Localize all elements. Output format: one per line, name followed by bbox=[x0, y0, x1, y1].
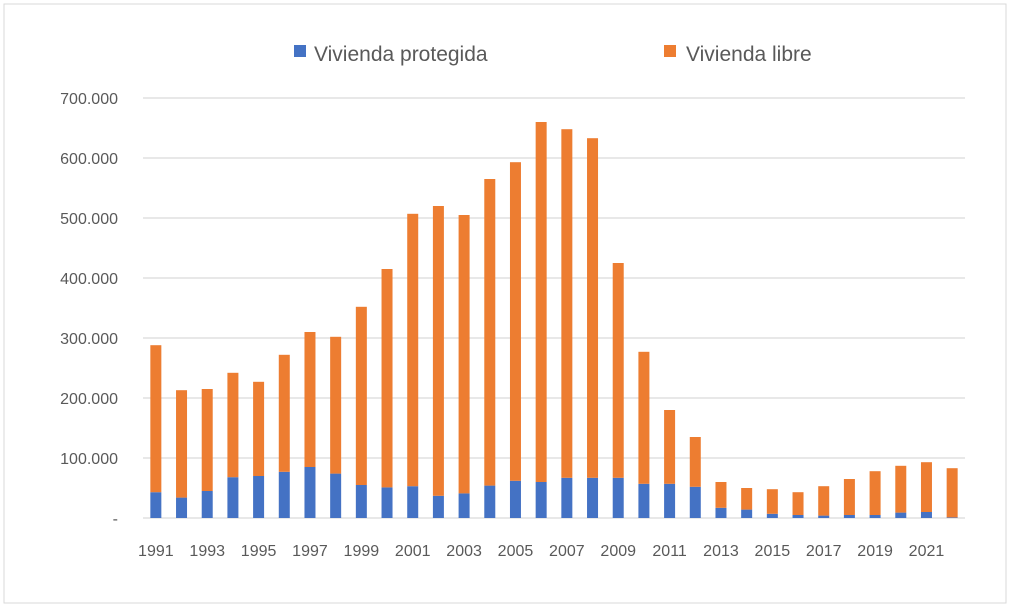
x-tick-label: 2013 bbox=[703, 543, 739, 560]
bar-libre-1992 bbox=[176, 390, 188, 498]
bar-protegida-2015 bbox=[766, 513, 778, 518]
bar-libre-2021 bbox=[920, 462, 932, 512]
x-tick-label: 2015 bbox=[755, 543, 791, 560]
x-tick-label: 2019 bbox=[857, 543, 893, 560]
bar-protegida-2021 bbox=[920, 512, 932, 518]
bar-libre-2007 bbox=[561, 129, 573, 478]
bar-libre-1991 bbox=[150, 345, 162, 493]
bar-libre-2001 bbox=[407, 213, 419, 487]
bar-protegida-2002 bbox=[432, 495, 444, 518]
bar-protegida-1997 bbox=[304, 467, 316, 518]
bar-libre-1995 bbox=[253, 381, 265, 476]
bar-protegida-2000 bbox=[381, 487, 393, 518]
bar-libre-2008 bbox=[587, 138, 599, 478]
bar-libre-2005 bbox=[509, 162, 521, 481]
bar-protegida-2006 bbox=[535, 482, 547, 518]
bar-libre-2015 bbox=[766, 489, 778, 514]
legend-swatch-protegida bbox=[294, 45, 306, 57]
bar-libre-2010 bbox=[638, 351, 650, 484]
y-tick-label: 100.000 bbox=[60, 451, 118, 468]
bar-libre-2019 bbox=[869, 471, 881, 515]
bar-libre-2020 bbox=[895, 465, 907, 513]
y-tick-label: 600.000 bbox=[60, 151, 118, 168]
y-tick-label: 400.000 bbox=[60, 271, 118, 288]
x-tick-label: 1991 bbox=[138, 543, 174, 560]
bar-libre-2009 bbox=[612, 263, 624, 478]
legend-swatch-libre bbox=[664, 45, 676, 57]
bar-protegida-1991 bbox=[150, 492, 162, 518]
bar-libre-2013 bbox=[715, 482, 727, 508]
bar-protegida-2018 bbox=[843, 515, 855, 518]
x-tick-label: 2011 bbox=[652, 543, 687, 560]
bar-libre-2002 bbox=[432, 206, 444, 496]
bar-libre-1996 bbox=[278, 354, 290, 472]
bar-libre-2018 bbox=[843, 479, 855, 515]
bar-protegida-2009 bbox=[612, 477, 624, 518]
bar-protegida-2007 bbox=[561, 477, 573, 518]
bar-libre-1997 bbox=[304, 332, 316, 467]
y-tick-label: 200.000 bbox=[60, 391, 118, 408]
bar-protegida-1996 bbox=[278, 471, 290, 518]
bar-protegida-1994 bbox=[227, 477, 239, 518]
bar-protegida-2014 bbox=[741, 509, 753, 518]
bar-protegida-2001 bbox=[407, 486, 419, 518]
y-tick-label: - bbox=[113, 511, 118, 528]
bar-libre-2006 bbox=[535, 122, 547, 482]
x-tick-label: 1995 bbox=[241, 543, 277, 560]
bar-protegida-2016 bbox=[792, 515, 804, 518]
bar-libre-2014 bbox=[741, 488, 753, 510]
x-tick-label: 1999 bbox=[344, 543, 380, 560]
chart-frame bbox=[3, 3, 1007, 604]
y-tick-label: 700.000 bbox=[60, 91, 118, 108]
bar-protegida-2020 bbox=[895, 512, 907, 518]
x-tick-label: 1993 bbox=[189, 543, 225, 560]
x-tick-label: 2005 bbox=[498, 543, 534, 560]
bar-protegida-1999 bbox=[355, 485, 367, 518]
bar-libre-2016 bbox=[792, 492, 804, 515]
bar-libre-2022 bbox=[946, 468, 958, 518]
x-tick-label: 2017 bbox=[806, 543, 842, 560]
bar-protegida-2010 bbox=[638, 483, 650, 518]
x-tick-label: 2001 bbox=[395, 543, 431, 560]
bar-protegida-2012 bbox=[689, 486, 701, 518]
bar-libre-2004 bbox=[484, 179, 496, 486]
bar-protegida-2022 bbox=[946, 517, 958, 518]
x-tick-label: 2021 bbox=[909, 543, 945, 560]
x-tick-label: 2003 bbox=[446, 543, 482, 560]
bar-libre-2003 bbox=[458, 215, 470, 494]
bar-protegida-2013 bbox=[715, 507, 727, 518]
bar-protegida-2008 bbox=[587, 477, 599, 518]
legend: Vivienda protegida Vivienda libre bbox=[294, 43, 812, 66]
bar-libre-2011 bbox=[664, 410, 676, 484]
legend-label-libre: Vivienda libre bbox=[686, 43, 812, 66]
y-tick-label: 300.000 bbox=[60, 331, 118, 348]
bar-protegida-1995 bbox=[253, 476, 265, 518]
bar-protegida-2019 bbox=[869, 515, 881, 518]
bar-libre-2012 bbox=[689, 437, 701, 487]
bar-protegida-2005 bbox=[509, 480, 521, 518]
legend-label-protegida: Vivienda protegida bbox=[314, 43, 488, 66]
bar-protegida-2003 bbox=[458, 493, 470, 518]
x-tick-label: 2007 bbox=[549, 543, 585, 560]
bar-libre-1998 bbox=[330, 336, 342, 474]
bar-protegida-2017 bbox=[818, 515, 830, 518]
bar-libre-1993 bbox=[201, 389, 213, 491]
bar-protegida-1998 bbox=[330, 473, 342, 518]
bar-protegida-1993 bbox=[201, 491, 213, 518]
bar-libre-1999 bbox=[355, 306, 367, 485]
bar-protegida-2004 bbox=[484, 485, 496, 518]
x-tick-label: 1997 bbox=[292, 543, 328, 560]
y-tick-label: 500.000 bbox=[60, 211, 118, 228]
bar-libre-2017 bbox=[818, 486, 830, 516]
bar-protegida-1992 bbox=[176, 497, 188, 518]
bar-libre-2000 bbox=[381, 269, 393, 488]
bar-protegida-2011 bbox=[664, 483, 676, 518]
x-tick-label: 2009 bbox=[600, 543, 636, 560]
bar-libre-1994 bbox=[227, 372, 239, 478]
